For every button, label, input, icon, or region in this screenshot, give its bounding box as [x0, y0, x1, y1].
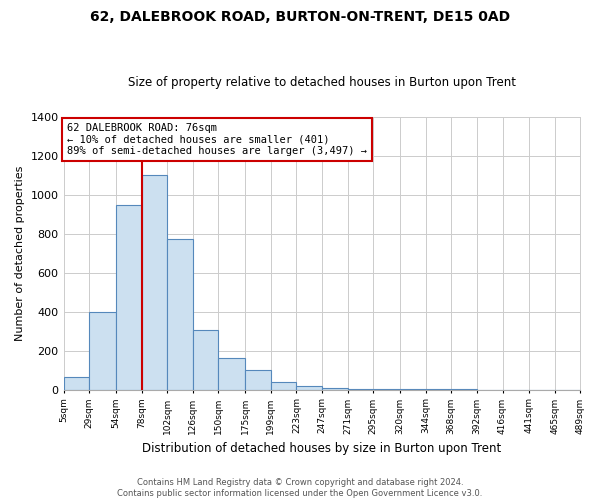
- Bar: [322, 388, 347, 390]
- Bar: [193, 330, 218, 390]
- Bar: [271, 382, 296, 390]
- Bar: [142, 176, 167, 390]
- X-axis label: Distribution of detached houses by size in Burton upon Trent: Distribution of detached houses by size …: [142, 442, 502, 455]
- Bar: [245, 370, 271, 390]
- Bar: [167, 239, 193, 390]
- Bar: [347, 388, 373, 390]
- Bar: [373, 389, 400, 390]
- Bar: [218, 358, 245, 390]
- Text: 62 DALEBROOK ROAD: 76sqm
← 10% of detached houses are smaller (401)
89% of semi-: 62 DALEBROOK ROAD: 76sqm ← 10% of detach…: [67, 123, 367, 156]
- Text: 62, DALEBROOK ROAD, BURTON-ON-TRENT, DE15 0AD: 62, DALEBROOK ROAD, BURTON-ON-TRENT, DE1…: [90, 10, 510, 24]
- Bar: [116, 204, 142, 390]
- Bar: [64, 377, 89, 390]
- Bar: [296, 386, 322, 390]
- Text: Contains HM Land Registry data © Crown copyright and database right 2024.
Contai: Contains HM Land Registry data © Crown c…: [118, 478, 482, 498]
- Bar: [89, 312, 116, 390]
- Title: Size of property relative to detached houses in Burton upon Trent: Size of property relative to detached ho…: [128, 76, 516, 90]
- Y-axis label: Number of detached properties: Number of detached properties: [15, 166, 25, 341]
